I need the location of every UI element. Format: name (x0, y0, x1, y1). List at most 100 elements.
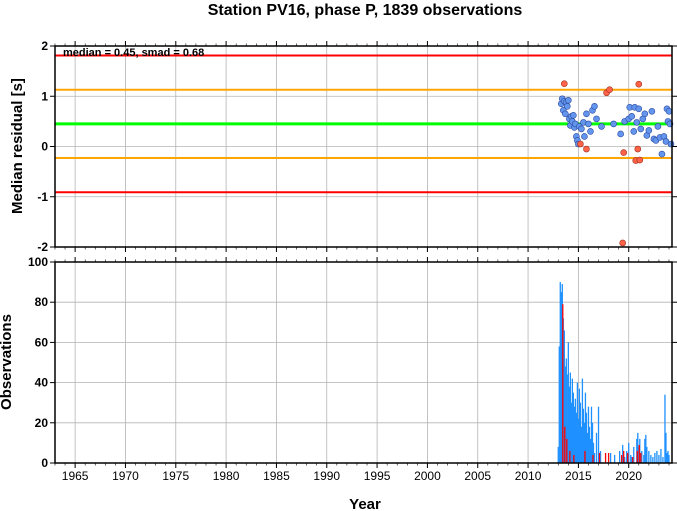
observation-bar (665, 432, 667, 463)
observation-bar (592, 442, 595, 463)
observation-bar (583, 422, 586, 463)
observation-bar (564, 366, 566, 463)
observations-ylabel: Observations (0, 314, 15, 410)
observation-bar (645, 434, 647, 463)
x-tick-label: 1965 (62, 469, 89, 483)
x-tick-label: 1970 (112, 469, 139, 483)
observation-bar (588, 426, 591, 463)
residual-outlier-point (561, 80, 568, 87)
y-tick-label: -1 (37, 190, 48, 204)
observation-outlier-bar (638, 444, 640, 463)
observation-outlier-bar (607, 452, 610, 463)
observation-bar (581, 378, 584, 463)
residual-point (570, 112, 577, 119)
observation-bar (667, 450, 669, 463)
observation-bar (573, 406, 576, 463)
y-tick-label: 20 (35, 416, 49, 430)
observation-bar (650, 454, 652, 463)
residual-points (557, 80, 675, 247)
observation-bar (563, 330, 565, 463)
observation-bar (558, 346, 560, 463)
observation-bar (619, 450, 621, 463)
observation-bar (646, 446, 648, 463)
residual-point (628, 113, 636, 120)
observation-bar (571, 378, 574, 463)
observation-bar (580, 426, 583, 463)
x-tick-label: 2015 (565, 469, 592, 483)
observation-bar (631, 456, 633, 463)
observation-outlier-bar (621, 454, 623, 463)
observation-bar (595, 432, 598, 463)
residual-point (565, 96, 572, 104)
observation-outlier-bar (632, 456, 634, 463)
observation-bar (585, 412, 588, 463)
observation-bar (613, 454, 616, 463)
observation-bar (579, 402, 582, 463)
y-tick-label: 1 (41, 89, 48, 103)
observation-bar (591, 422, 594, 463)
residual-point (658, 150, 666, 158)
observation-bar (587, 406, 590, 463)
x-tick-label: 1990 (313, 469, 340, 483)
residual-outlier-point (577, 140, 584, 148)
residual-outlier-point (620, 149, 627, 156)
observation-bar (624, 456, 626, 463)
residual-point (578, 125, 585, 133)
observation-outlier-bar (566, 438, 568, 463)
residual-outlier-point (634, 145, 642, 153)
observations-ticks: 1965 1970 1975 1980 1985 1990 1995 2000 2005 2010… (28, 255, 677, 483)
residual-point (593, 115, 600, 123)
observation-bar (559, 282, 561, 463)
observation-outlier-bar (573, 454, 575, 463)
residual-outlier-point (635, 80, 643, 88)
observation-outlier-bar (598, 452, 601, 463)
observation-bar (643, 454, 645, 463)
residual-outlier-point (583, 145, 590, 153)
residual-ylabel: Median residual [s] (9, 78, 26, 214)
observation-bar (568, 386, 570, 463)
y-tick-label: 0 (41, 140, 48, 154)
x-tick-label: 1995 (364, 469, 391, 483)
x-tick-label: 2020 (615, 469, 642, 483)
observation-bar (599, 450, 602, 463)
residual-reference-lines (55, 54, 672, 194)
x-tick-label: 1975 (162, 469, 189, 483)
observation-bar (593, 452, 596, 463)
residual-point (641, 110, 649, 118)
observation-bar (569, 372, 571, 463)
residual-point (583, 110, 590, 118)
observation-bar (582, 408, 585, 463)
observation-bar (668, 454, 670, 463)
residual-ticks: -2 -1 0 1 2 (37, 39, 677, 254)
observations-frame (54, 261, 673, 464)
residual-point (645, 127, 653, 134)
observation-bar (633, 446, 635, 463)
y-tick-label: 100 (28, 255, 48, 269)
observation-outlier-bar (604, 452, 607, 463)
residual-point (637, 125, 645, 133)
observation-outlier-bar (584, 450, 586, 463)
residual-panel: -2 -1 0 1 2 median = 0.45, smad = 0.68 Media… (9, 39, 677, 254)
residual-point (598, 123, 605, 130)
y-tick-label: 80 (35, 295, 49, 309)
observation-bar (660, 448, 662, 463)
chart-title: Station PV16, phase P, 1839 observations (208, 2, 523, 19)
residual-outlier-point (606, 86, 613, 94)
residual-point (591, 103, 598, 110)
observation-bar (609, 452, 612, 463)
x-axis-label: Year (349, 496, 381, 511)
observation-bar (578, 388, 581, 463)
observation-bar (662, 456, 664, 463)
x-tick-label: 2010 (515, 469, 542, 483)
observation-bar (576, 382, 579, 463)
observation-bar (641, 450, 643, 463)
residual-point (581, 133, 588, 140)
residual-point (630, 128, 638, 135)
observation-outlier-bar (640, 452, 642, 463)
observation-bar (628, 442, 630, 463)
residual-point (635, 105, 643, 113)
observation-outlier-bar (569, 450, 571, 463)
x-tick-label: 2000 (414, 469, 441, 483)
y-tick-label: 40 (35, 376, 49, 390)
observation-bar (656, 450, 658, 463)
